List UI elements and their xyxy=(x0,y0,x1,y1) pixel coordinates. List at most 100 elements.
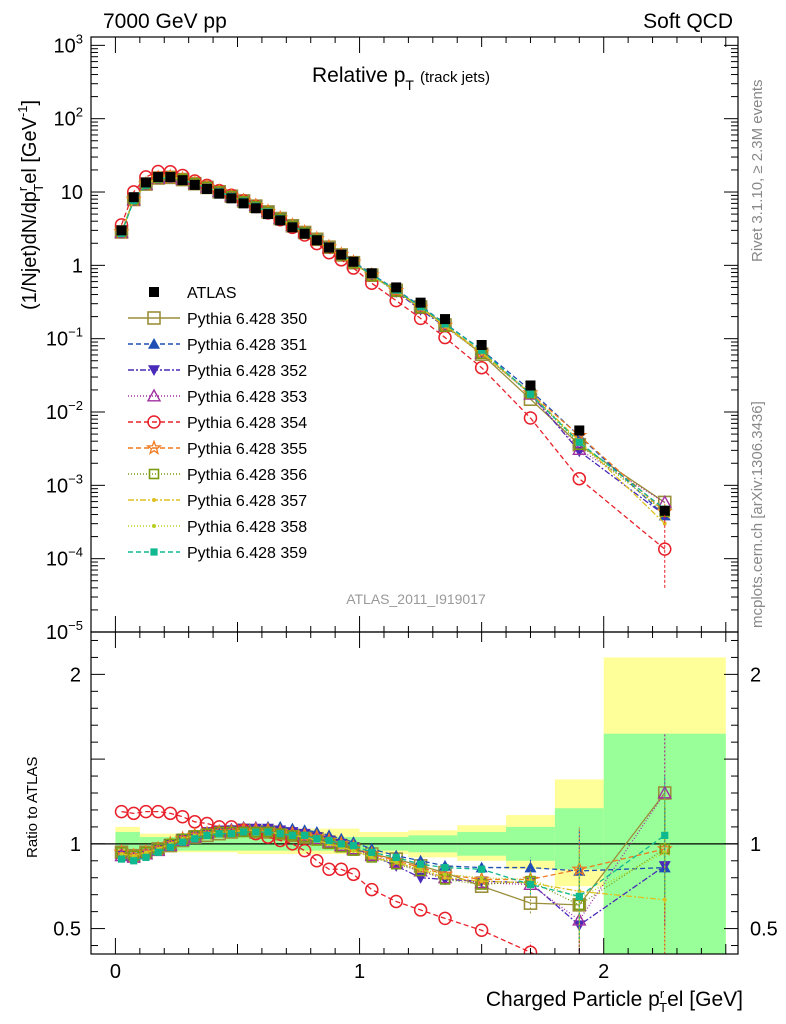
series-line-main-7 xyxy=(120,176,666,524)
series-ratio-9 xyxy=(117,776,669,939)
point-ratio-0-25 xyxy=(523,896,538,910)
plot-title-sub: T xyxy=(405,77,414,93)
point-ratio-8-25 xyxy=(528,877,533,882)
y-tick-base-3: 1 xyxy=(72,255,83,277)
mcplots-label: mcplots.cern.ch [arXiv:1306.3436] xyxy=(749,401,766,628)
ratio-tick-label-left-1: 1 xyxy=(70,834,81,856)
point-ratio-9-24 xyxy=(478,865,486,873)
ratio-tick-label-right-0: 2 xyxy=(750,664,761,686)
legend-marker-5 xyxy=(145,439,163,455)
ratio-tick-label-left-2: 0.5 xyxy=(53,919,81,941)
x-label-sub: T xyxy=(659,1000,667,1015)
point-ratio-8-19 xyxy=(351,848,356,853)
point-ratio-4-4 xyxy=(163,806,178,821)
point-ratio-7-23 xyxy=(443,875,448,880)
legend-label-0: Pythia 6.428 350 xyxy=(187,311,307,328)
rivet-label: Rivet 3.1.10, ≥ 2.3M events xyxy=(749,80,766,263)
y-tick-base-7: 10 xyxy=(46,549,68,571)
x-tick-label-0: 0 xyxy=(110,961,121,983)
point-ratio-9-23 xyxy=(441,863,449,872)
point-atlas-14 xyxy=(287,222,298,233)
ratio-tick-label-right-1: 1 xyxy=(750,834,761,856)
point-atlas-3 xyxy=(153,172,164,183)
point-ratio-8-22 xyxy=(418,867,423,872)
point-atlas-5 xyxy=(177,175,188,186)
legend-marker-1 xyxy=(148,338,160,349)
point-ratio-8-23 xyxy=(443,872,448,877)
point-ratio-9-20 xyxy=(368,848,376,856)
y-tick-exp-5: −2 xyxy=(68,398,83,413)
point-atlas-15 xyxy=(299,228,310,239)
point-ratio-4-5 xyxy=(175,809,190,824)
point-ratio-9-1 xyxy=(130,857,138,865)
legend-marker-6 xyxy=(148,468,160,480)
legend-label-9: Pythia 6.428 359 xyxy=(187,545,307,562)
y-label-sup1: r xyxy=(15,186,30,191)
y-tick-label-4: 10−1 xyxy=(46,325,83,351)
point-ratio-8-27 xyxy=(662,850,667,855)
header-right: Soft QCD xyxy=(643,10,733,33)
point-ratio-9-11 xyxy=(252,828,260,836)
legend-label-3: Pythia 6.428 353 xyxy=(187,389,307,406)
y-tick-base-0: 10 xyxy=(54,35,76,57)
point-ratio-8-20 xyxy=(369,855,374,860)
point-atlas-9 xyxy=(226,193,237,204)
point-ratio-9-0 xyxy=(117,855,126,863)
y-tick-label-3: 1 xyxy=(72,255,83,277)
x-tick-label-2: 2 xyxy=(598,961,609,983)
series-atlas xyxy=(116,172,670,516)
y-tick-exp-7: −4 xyxy=(68,545,83,560)
y-tick-base-5: 10 xyxy=(46,402,68,424)
header-left: 7000 GeV pp xyxy=(103,10,227,33)
y-tick-label-0: 103 xyxy=(54,31,83,57)
y-tick-exp-8: −5 xyxy=(68,618,83,633)
series-line-main-9 xyxy=(120,177,666,510)
point-ratio-9-5 xyxy=(178,838,187,846)
x-tick-label-1: 1 xyxy=(354,961,365,983)
point-ratio-9-27 xyxy=(661,831,669,839)
x-label-tail: el [GeV] xyxy=(667,988,743,1011)
point-ratio-4-21 xyxy=(389,894,403,909)
point-ratio-4-27 xyxy=(659,956,671,968)
legend-marker-atlas xyxy=(149,287,159,297)
point-atlas-21 xyxy=(391,282,402,293)
ratio-y-ticks: 2 2 1 1 0.5 0.5 xyxy=(53,639,778,947)
y-tick-label-7: 10−4 xyxy=(46,545,83,571)
y-tick-label-5: 10−2 xyxy=(46,398,83,424)
ratio-series xyxy=(113,733,673,982)
point-atlas-2 xyxy=(140,177,151,188)
point-atlas-25 xyxy=(525,380,536,391)
point-ratio-8-21 xyxy=(394,860,399,865)
legend-marker-4 xyxy=(147,415,161,429)
point-ratio-9-2 xyxy=(142,853,150,861)
series-line-main-5 xyxy=(120,176,666,513)
point-ratio-9-22 xyxy=(417,860,425,868)
legend-marker-9 xyxy=(150,548,158,556)
point-ratio-9-9 xyxy=(227,830,235,838)
x-label-main: Charged Particle p xyxy=(486,988,660,1011)
y-label-b: el [GeV xyxy=(19,116,41,183)
legend-marker-2 xyxy=(148,365,160,376)
point-atlas-19 xyxy=(348,256,359,267)
point-main-4-25 xyxy=(523,411,538,425)
point-ratio-4-16 xyxy=(310,854,324,868)
point-atlas-16 xyxy=(311,235,322,246)
point-atlas-23 xyxy=(440,314,451,325)
point-ratio-4-23 xyxy=(438,911,452,926)
ratio-y-label: Ratio to ATLAS xyxy=(24,757,41,858)
point-ratio-4-15 xyxy=(297,843,312,858)
point-main-9-26 xyxy=(575,438,583,446)
point-atlas-6 xyxy=(189,179,200,190)
point-atlas-8 xyxy=(214,188,225,199)
point-ratio-4-25 xyxy=(523,945,538,954)
point-main-9-24 xyxy=(478,346,486,354)
x-axis-label: Charged Particle pr Tel [GeV] xyxy=(486,986,743,1015)
y-label-sub: T xyxy=(31,184,46,192)
y-label-sup2: -1 xyxy=(15,106,30,118)
legend-label-7: Pythia 6.428 357 xyxy=(187,493,307,510)
point-atlas-24 xyxy=(476,339,487,350)
point-ratio-4-26 xyxy=(573,970,585,982)
ratio-tick-label-right-2: 0.5 xyxy=(750,919,778,941)
